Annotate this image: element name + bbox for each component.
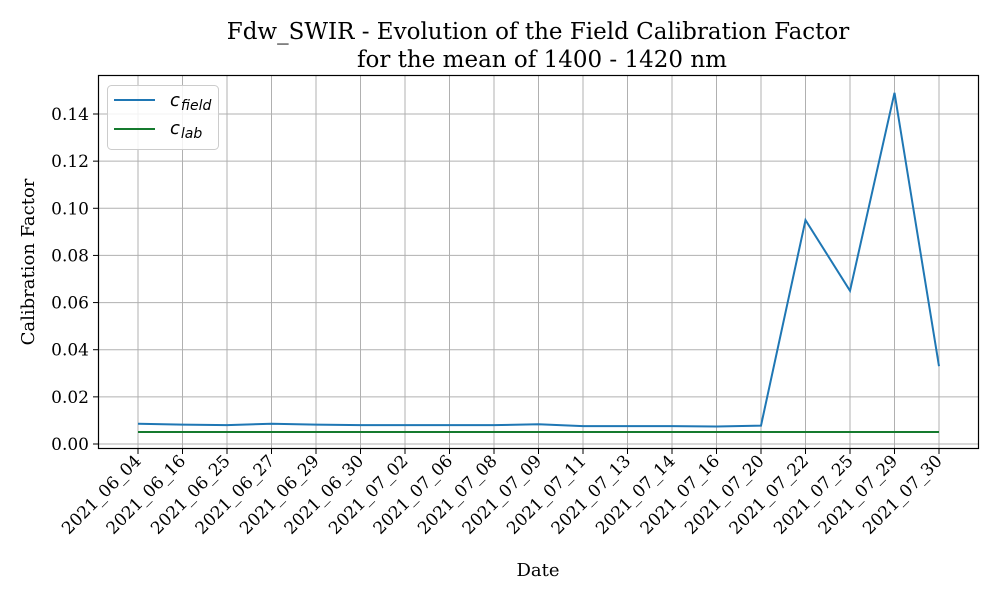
y-tick-label: 0.10: [51, 199, 89, 219]
plot-frame: [97, 74, 980, 450]
legend-label-lab: clab: [170, 118, 202, 142]
legend: cfield clab: [107, 85, 219, 150]
y-tick-label: 0.14: [51, 105, 89, 125]
y-tick-label: 0.06: [51, 294, 89, 314]
y-axis-label: Calibration Factor: [18, 178, 39, 345]
y-tick-label: 0.00: [51, 435, 89, 455]
series-line-c_field: [137, 92, 940, 428]
y-tick-label: 0.02: [51, 388, 89, 408]
y-tick-label: 0.12: [51, 152, 89, 172]
y-tick-label: 0.04: [51, 341, 89, 361]
chart-title: Fdw_SWIR - Evolution of the Field Calibr…: [227, 19, 850, 45]
y-tick-label: 0.08: [51, 246, 89, 266]
x-axis-label: Date: [516, 560, 559, 581]
chart-subtitle: for the mean of 1400 - 1420 nm: [357, 47, 727, 73]
legend-label-field: cfield: [170, 90, 211, 114]
